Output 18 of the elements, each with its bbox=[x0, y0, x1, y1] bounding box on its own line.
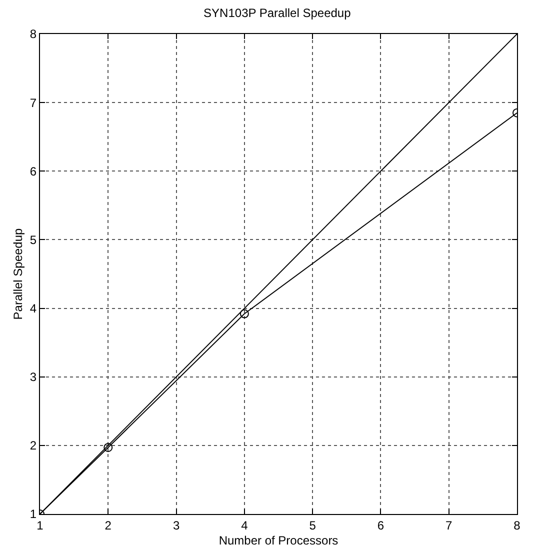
y-tick-label: 8 bbox=[30, 27, 37, 42]
y-tick-label: 7 bbox=[30, 96, 37, 110]
y-tick-label: 4 bbox=[30, 301, 37, 316]
x-tick-label: 6 bbox=[377, 518, 384, 532]
y-tick-label: 1 bbox=[30, 507, 37, 522]
x-tick-label: 7 bbox=[446, 518, 453, 532]
x-axis-title: Number of Processors bbox=[218, 533, 338, 548]
y-axis-title: Parallel Speedup bbox=[11, 228, 26, 320]
x-tick-label: 5 bbox=[309, 518, 316, 532]
y-tick-label: 5 bbox=[30, 232, 37, 247]
y-tick-label: 2 bbox=[30, 438, 37, 453]
y-tick-label: 6 bbox=[30, 164, 37, 178]
x-tick-label: 2 bbox=[104, 518, 112, 532]
y-tick-label: 3 bbox=[30, 370, 37, 384]
chart-title: SYN103P Parallel Speedup bbox=[204, 6, 352, 20]
x-tick-label: 3 bbox=[172, 518, 180, 532]
x-tick-label: 8 bbox=[514, 518, 521, 532]
x-tick-label: 4 bbox=[241, 518, 248, 532]
